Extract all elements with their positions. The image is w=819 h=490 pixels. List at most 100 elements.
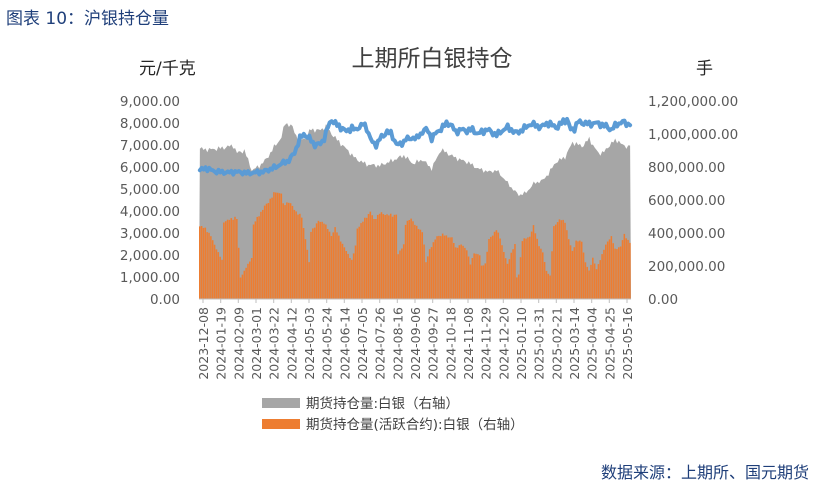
bar-active-oi [317,220,320,299]
bar-active-oi [545,270,548,299]
bar-active-oi [601,254,603,299]
left-tick-label: 5,000.00 [120,182,180,198]
bar-active-oi [371,215,373,299]
left-tick-label: 9,000.00 [120,94,180,110]
left-axis-unit: 元/千克 [139,59,196,79]
bar-active-oi [497,232,500,299]
bar-active-oi [443,235,446,299]
bar-active-oi [454,247,457,299]
x-tick-label: 2024-02-09 [231,307,246,380]
bar-active-oi [619,246,622,299]
bar-active-oi [289,203,292,299]
bar-active-oi [519,257,522,299]
left-tick-label: 2,000.00 [120,248,180,264]
x-tick-label: 2024-08-16 [390,307,405,380]
bar-active-oi [376,214,379,299]
bar-active-oi [514,244,516,299]
bar-active-oi [308,262,310,299]
bar-active-oi [495,230,498,299]
bar-active-oi [252,224,255,299]
bar-active-oi [529,236,531,299]
left-tick-label: 1,000.00 [120,270,180,286]
x-tick-label: 2025-04-04 [585,307,600,380]
x-tick-label: 2024-11-29 [479,307,494,380]
x-tick-label: 2024-03-01 [249,307,264,380]
bar-active-oi [473,253,475,299]
bar-active-oi [293,209,296,299]
bar-active-oi [312,228,314,299]
x-tick-label: 2024-09-27 [426,307,441,380]
bar-active-oi [286,202,288,299]
bar-active-oi [249,261,251,299]
bar-active-oi [234,216,236,299]
bar-active-oi [516,277,518,299]
bar-active-oi [330,236,333,299]
bar-active-oi [349,258,351,299]
bar-active-oi [369,211,372,299]
bar-active-oi [503,252,505,299]
bar-active-oi [584,262,587,299]
x-tick-label: 2024-06-14 [337,307,352,380]
chart-title: 上期所白银持仓 [352,46,513,72]
bar-active-oi [224,221,227,299]
x-tick-label: 2025-05-16 [620,307,635,380]
bar-active-oi [300,217,303,299]
bar-active-oi [319,221,322,299]
bar-active-oi [612,243,614,299]
bar-active-oi [200,226,203,299]
bar-active-oi [453,243,455,299]
bar-active-oi [380,212,383,299]
bar-active-oi [258,216,260,299]
left-tick-label: 7,000.00 [120,138,180,154]
bar-active-oi [389,213,392,299]
bar-active-oi [562,219,564,299]
bar-active-oi [410,218,412,299]
bar-active-oi [551,251,553,299]
bar-active-oi [610,236,613,299]
bar-active-oi [542,252,544,299]
bar-active-oi [445,235,448,299]
bar-active-oi [215,249,218,299]
bar-active-oi [427,256,429,299]
bar-active-oi [486,251,488,299]
bar-active-oi [226,219,229,299]
bar-active-oi [291,205,294,299]
x-tick-label: 2024-05-03 [302,307,317,380]
bar-active-oi [364,217,366,299]
bar-active-oi [547,273,550,299]
bar-active-oi [421,232,424,299]
bar-active-oi [399,250,401,299]
bar-active-oi [577,241,579,299]
figure-caption: 图表 10：沪银持仓量 [6,9,170,29]
bar-active-oi [523,238,525,299]
bar-active-oi [553,226,555,299]
bar-active-oi [250,258,253,299]
bar-active-oi [517,274,520,299]
bar-active-oi [506,263,509,299]
bar-active-oi [504,258,507,299]
bar-active-oi [510,252,512,299]
left-tick-label: 3,000.00 [120,226,180,242]
bar-active-oi [263,205,266,299]
bar-active-oi [603,249,605,299]
bar-active-oi [260,211,262,299]
bar-active-oi [202,227,205,299]
bar-active-oi [199,226,201,299]
bar-active-oi [408,220,411,299]
bar-active-oi [358,226,360,299]
legend-label-active-oi: 期货持仓量(活跃合约):白银（右轴） [306,416,524,433]
bar-active-oi [412,221,414,299]
bar-active-oi [540,248,542,299]
bar-active-oi [295,211,297,299]
bar-active-oi [280,193,283,299]
bar-active-oi [221,259,223,299]
bar-active-oi [467,256,470,299]
bar-active-oi [436,236,438,299]
bar-active-oi [228,219,231,299]
bar-active-oi [236,219,238,299]
bar-active-oi [521,241,524,299]
bar-active-oi [614,248,616,299]
bar-active-oi [388,215,390,299]
bar-active-oi [605,244,607,299]
